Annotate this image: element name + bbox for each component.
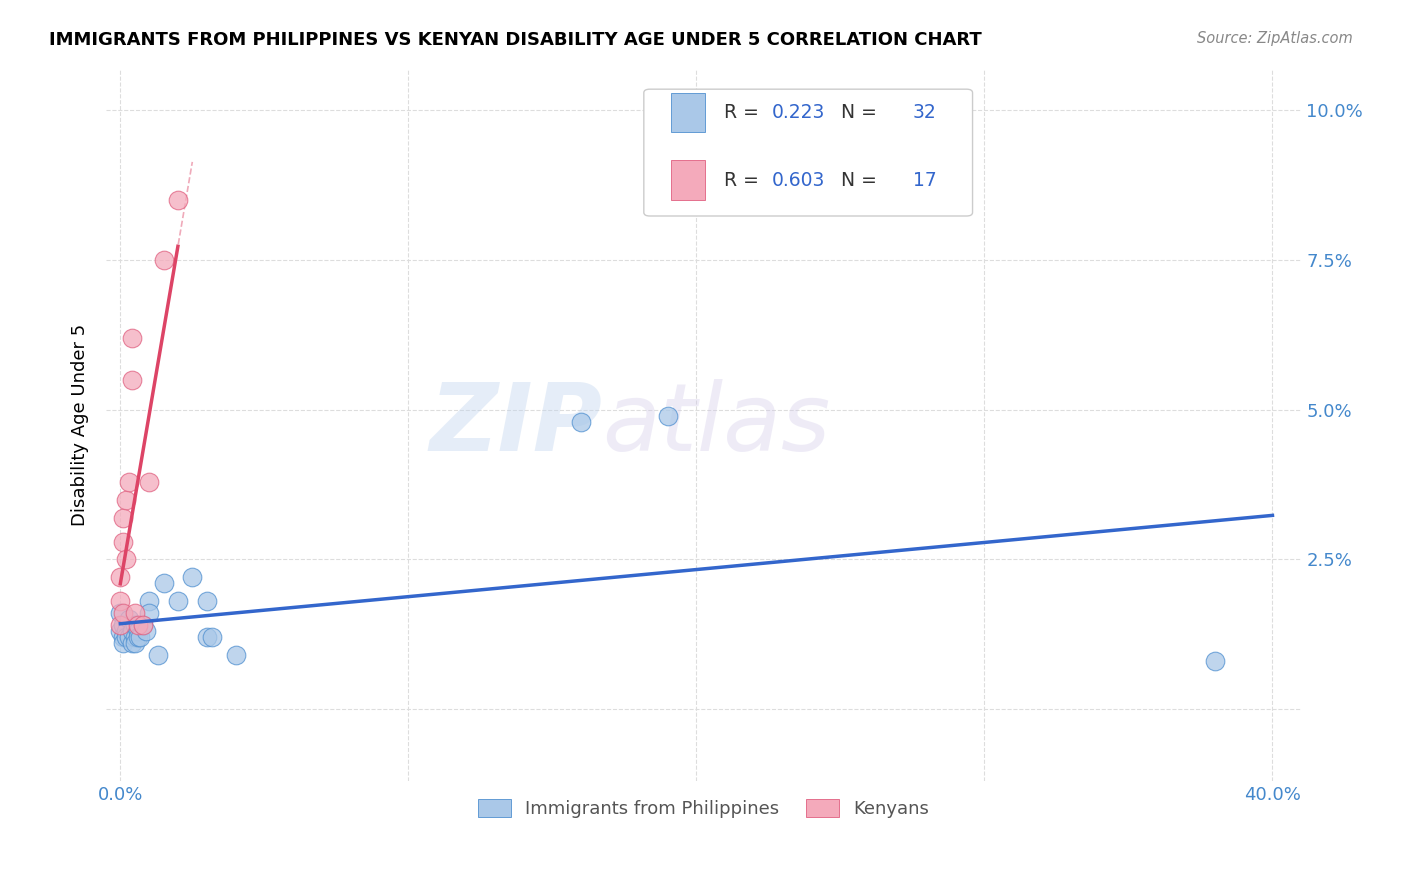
Point — [195, 594, 218, 608]
Text: N =: N = — [830, 103, 883, 122]
Point — [195, 630, 218, 644]
FancyBboxPatch shape — [671, 93, 704, 132]
Point — [112, 510, 135, 524]
Point — [112, 618, 135, 632]
Point — [115, 630, 138, 644]
Point — [152, 576, 174, 591]
Point — [112, 534, 135, 549]
Point — [135, 624, 157, 639]
Point — [110, 624, 132, 639]
Point — [110, 607, 132, 621]
Point — [121, 373, 143, 387]
Point — [167, 594, 190, 608]
Point — [124, 607, 146, 621]
Point — [167, 193, 190, 207]
Point — [112, 607, 135, 621]
FancyBboxPatch shape — [644, 89, 973, 216]
Text: 32: 32 — [912, 103, 936, 122]
Text: 0.223: 0.223 — [772, 103, 825, 122]
Point — [152, 253, 174, 268]
Text: IMMIGRANTS FROM PHILIPPINES VS KENYAN DISABILITY AGE UNDER 5 CORRELATION CHART: IMMIGRANTS FROM PHILIPPINES VS KENYAN DI… — [49, 31, 981, 49]
Point — [112, 636, 135, 650]
Point — [127, 630, 149, 644]
Point — [127, 618, 149, 632]
Point — [225, 648, 247, 663]
Text: 17: 17 — [912, 170, 936, 189]
Point — [112, 630, 135, 644]
Text: R =: R = — [724, 103, 765, 122]
Point — [138, 475, 160, 489]
Point — [121, 331, 143, 345]
Point — [110, 570, 132, 584]
Point — [201, 630, 224, 644]
Point — [138, 594, 160, 608]
Legend: Immigrants from Philippines, Kenyans: Immigrants from Philippines, Kenyans — [471, 792, 936, 825]
Point — [138, 607, 160, 621]
Point — [110, 594, 132, 608]
Text: R =: R = — [724, 170, 765, 189]
Point — [132, 618, 155, 632]
Point — [121, 624, 143, 639]
Point — [124, 618, 146, 632]
Y-axis label: Disability Age Under 5: Disability Age Under 5 — [72, 324, 89, 526]
Point — [115, 624, 138, 639]
Point — [657, 409, 679, 423]
Point — [124, 636, 146, 650]
Point — [181, 570, 204, 584]
Point — [569, 415, 592, 429]
Point — [118, 612, 141, 626]
Text: 0.603: 0.603 — [772, 170, 825, 189]
Text: N =: N = — [830, 170, 883, 189]
Point — [118, 475, 141, 489]
Point — [127, 624, 149, 639]
Point — [1204, 654, 1226, 668]
Text: ZIP: ZIP — [429, 379, 602, 471]
Point — [124, 630, 146, 644]
Point — [118, 630, 141, 644]
Point — [146, 648, 169, 663]
Point — [132, 618, 155, 632]
Text: atlas: atlas — [602, 379, 830, 470]
Point — [110, 618, 132, 632]
Text: Source: ZipAtlas.com: Source: ZipAtlas.com — [1197, 31, 1353, 46]
Point — [115, 492, 138, 507]
FancyBboxPatch shape — [671, 161, 704, 200]
Point — [129, 630, 152, 644]
Point — [115, 552, 138, 566]
Point — [121, 636, 143, 650]
